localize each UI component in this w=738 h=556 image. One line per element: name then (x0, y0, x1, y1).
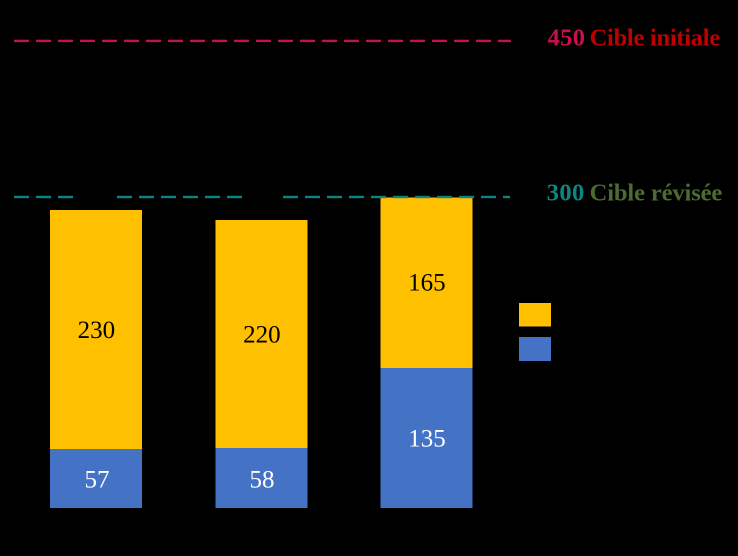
svg-text:450: 450 (548, 25, 586, 52)
svg-text:135: 135 (408, 426, 446, 453)
svg-text:220: 220 (243, 322, 281, 349)
svg-text:300: 300 (547, 180, 585, 207)
svg-text:165: 165 (408, 270, 446, 297)
svg-text:57: 57 (85, 467, 110, 494)
svg-text:58: 58 (250, 467, 275, 494)
svg-text:230: 230 (78, 317, 116, 344)
svg-text:Cible révisée: Cible révisée (590, 180, 723, 207)
svg-text:Cible initiale: Cible initiale (590, 25, 721, 52)
